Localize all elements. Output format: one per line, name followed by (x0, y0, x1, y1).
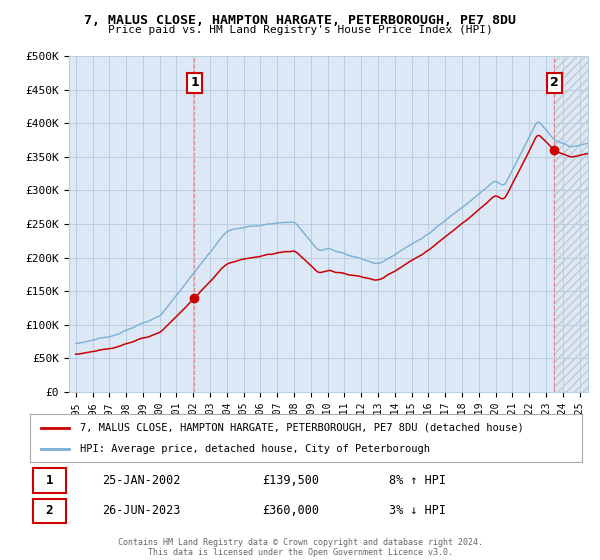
Text: 7, MALUS CLOSE, HAMPTON HARGATE, PETERBOROUGH, PE7 8DU: 7, MALUS CLOSE, HAMPTON HARGATE, PETERBO… (84, 14, 516, 27)
Text: HPI: Average price, detached house, City of Peterborough: HPI: Average price, detached house, City… (80, 444, 430, 454)
Text: 7, MALUS CLOSE, HAMPTON HARGATE, PETERBOROUGH, PE7 8DU (detached house): 7, MALUS CLOSE, HAMPTON HARGATE, PETERBO… (80, 423, 523, 433)
Text: £360,000: £360,000 (262, 505, 319, 517)
Text: Contains HM Land Registry data © Crown copyright and database right 2024.
This d: Contains HM Land Registry data © Crown c… (118, 538, 482, 557)
Text: £139,500: £139,500 (262, 474, 319, 487)
Text: 8% ↑ HPI: 8% ↑ HPI (389, 474, 446, 487)
FancyBboxPatch shape (33, 468, 66, 493)
Text: 2: 2 (46, 505, 53, 517)
FancyBboxPatch shape (33, 499, 66, 523)
Text: 3% ↓ HPI: 3% ↓ HPI (389, 505, 446, 517)
Text: 26-JUN-2023: 26-JUN-2023 (102, 505, 180, 517)
Text: 2: 2 (550, 76, 559, 90)
Text: Price paid vs. HM Land Registry's House Price Index (HPI): Price paid vs. HM Land Registry's House … (107, 25, 493, 35)
Bar (554, 56, 588, 392)
Text: 1: 1 (190, 76, 199, 90)
Bar (554, 56, 588, 392)
Text: 1: 1 (46, 474, 53, 487)
Text: 25-JAN-2002: 25-JAN-2002 (102, 474, 180, 487)
